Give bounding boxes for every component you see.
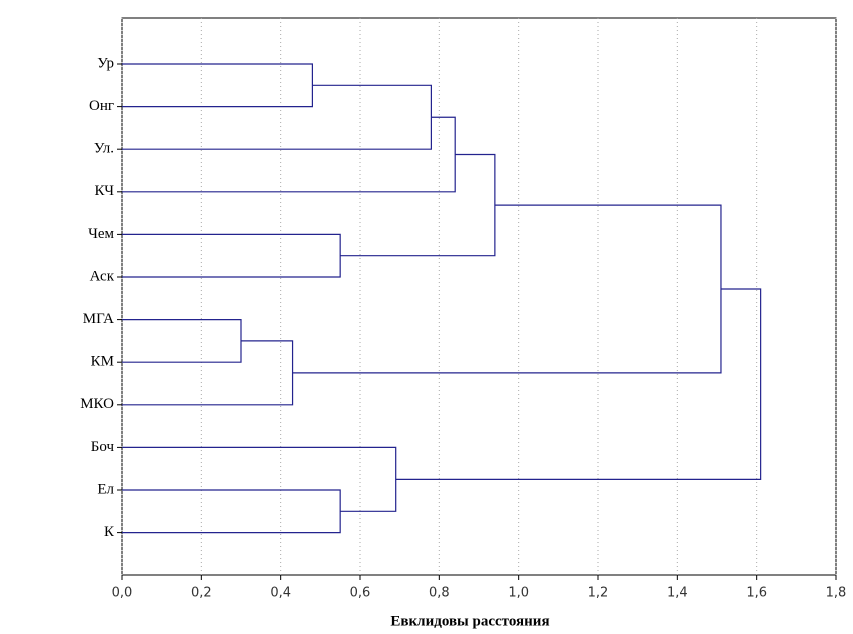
leaf-label: Онг — [89, 98, 114, 114]
x-tick-label: 1,0 — [508, 586, 529, 601]
leaf-label: КМ — [91, 354, 114, 370]
leaf-label: Ур — [97, 55, 114, 71]
leaf-label: Чем — [88, 226, 114, 242]
x-tick-label: 0,2 — [191, 586, 212, 601]
leaf-label: Ул. — [94, 141, 114, 157]
plot-frame — [121, 17, 837, 576]
x-tick-label: 1,6 — [746, 586, 767, 601]
x-tick-label: 1,2 — [588, 586, 609, 601]
leaf-label: КЧ — [94, 183, 114, 199]
leaf-label: К — [104, 524, 115, 540]
leaf-label: Аск — [90, 268, 115, 284]
x-tick-label: 0,0 — [112, 586, 133, 601]
x-tick-label: 0,6 — [350, 586, 371, 601]
leaf-label: МГА — [83, 311, 114, 327]
x-tick-label: 0,8 — [429, 586, 450, 601]
x-tick-label: 0,4 — [270, 586, 291, 601]
leaf-label: Боч — [91, 439, 115, 455]
leaf-label: Ел — [97, 481, 114, 497]
x-tick-label: 1,8 — [826, 586, 847, 601]
x-axis-label: Евклидовы расстояния — [390, 613, 549, 629]
merge-link — [395, 288, 762, 480]
leaf-label: МКО — [80, 396, 114, 412]
x-tick-label: 1,4 — [667, 586, 688, 601]
